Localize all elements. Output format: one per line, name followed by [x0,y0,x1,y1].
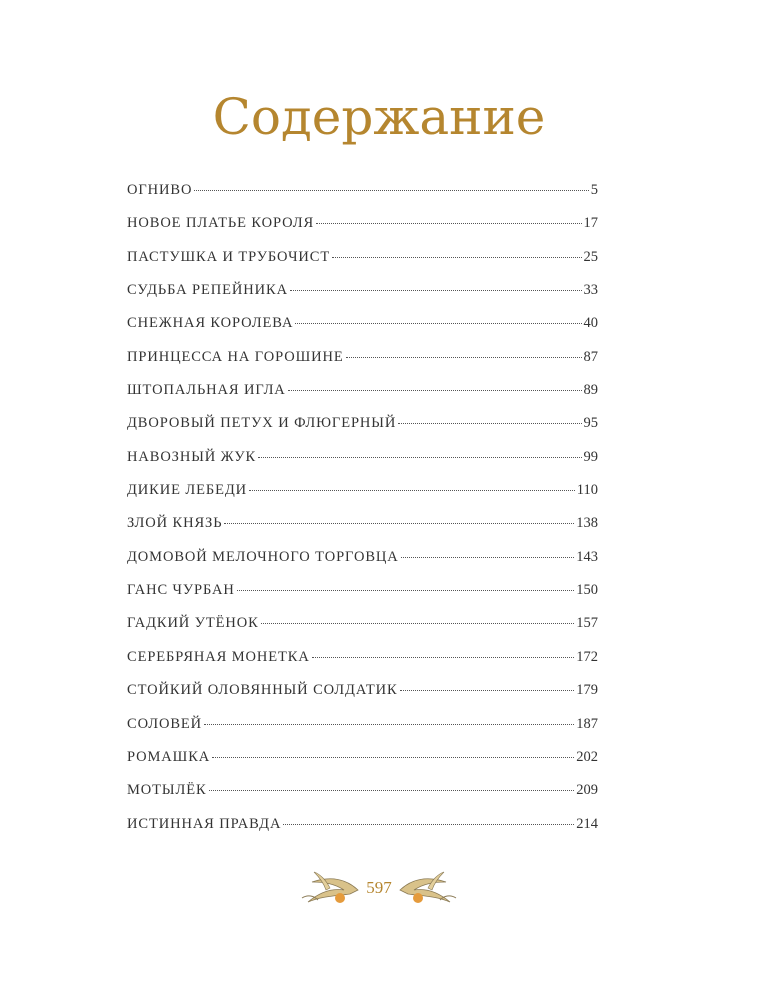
left-ornament-icon [301,871,359,903]
page-title: Содержание [212,88,546,146]
toc-entry-page: 40 [583,315,599,332]
dot-leader [399,690,575,692]
toc-entry[interactable]: ГАНС ЧУРБАН 150 [127,582,598,615]
toc-entry-title: НАВОЗНЫЙ ЖУК [127,448,257,465]
toc-entry-title: СОЛОВЕЙ [127,715,203,732]
toc-entry[interactable]: ПРИНЦЕССА НА ГОРОШИНЕ 87 [127,349,598,382]
toc-entry-page: 95 [583,415,599,432]
dot-leader [258,456,582,458]
toc-entry-title: ЗЛОЙ КНЯЗЬ [127,515,223,532]
toc-entry-page: 157 [576,615,598,632]
toc-entry-title: ПРИНЦЕССА НА ГОРОШИНЕ [127,348,344,365]
toc-entry-page: 172 [576,648,598,665]
toc-entry-title: ИСТИННАЯ ПРАВДА [127,815,282,832]
toc-entry-page: 33 [583,282,599,299]
toc-entry[interactable]: ЗЛОЙ КНЯЗЬ 138 [127,515,598,548]
toc-entry-title: СТОЙКИЙ ОЛОВЯННЫЙ СОЛДАТИК [127,682,398,699]
dot-leader [194,190,589,191]
toc-entry[interactable]: ШТОПАЛЬНАЯ ИГЛА 89 [127,382,598,415]
toc-entry[interactable]: СУДЬБА РЕПЕЙНИКА 33 [127,282,598,315]
toc-entry[interactable]: СЕРЕБРЯНАЯ МОНЕТКА 172 [127,649,598,682]
toc-entry[interactable]: ОГНИВО 5 [127,182,598,215]
dot-leader [204,723,575,725]
toc-entry-page: 214 [576,815,598,832]
dot-leader [249,490,575,492]
toc-entry[interactable]: МОТЫЛЁК 209 [127,782,598,815]
dot-leader [287,390,582,392]
toc-entry-title: СУДЬБА РЕПЕЙНИКА [127,282,288,299]
toc-entry-page: 209 [576,782,598,799]
toc-entry-title: ПАСТУШКА И ТРУБОЧИСТ [127,248,331,265]
toc-entry-title: ОГНИВО [127,182,193,198]
toc-entry-page: 143 [576,548,598,565]
page-footer: 597 [0,868,758,908]
dot-leader [283,823,575,825]
toc-entry-title: СНЕЖНАЯ КОРОЛЕВА [127,315,294,332]
right-ornament-icon [399,871,457,903]
dot-leader [224,523,575,525]
toc-entry-page: 17 [583,215,599,232]
dot-leader [208,790,575,792]
toc-entry[interactable]: ДВОРОВЫЙ ПЕТУХ И ФЛЮГЕРНЫЙ 95 [127,415,598,448]
toc-entry[interactable]: СТОЙКИЙ ОЛОВЯННЫЙ СОЛДАТИК 179 [127,682,598,715]
toc-entry[interactable]: РОМАШКА 202 [127,749,598,782]
toc-entry[interactable]: НАВОЗНЫЙ ЖУК 99 [127,449,598,482]
toc-entry-title: НОВОЕ ПЛАТЬЕ КОРОЛЯ [127,215,315,232]
dot-leader [289,290,582,292]
dot-leader [316,223,582,225]
toc-entry-page: 89 [583,382,599,399]
toc-entry-title: ДВОРОВЫЙ ПЕТУХ И ФЛЮГЕРНЫЙ [127,415,397,432]
toc-entry-page: 187 [576,715,598,732]
toc-entry[interactable]: ДИКИЕ ЛЕБЕДИ 110 [127,482,598,515]
toc-entry-title: ГАНС ЧУРБАН [127,582,235,599]
toc-entry[interactable]: СОЛОВЕЙ 187 [127,716,598,749]
page-number: 597 [366,878,392,897]
toc-entry[interactable]: ГАДКИЙ УТЁНОК 157 [127,615,598,648]
toc-entry[interactable]: ИСТИННАЯ ПРАВДА 214 [127,816,598,849]
toc-entry-page: 138 [576,515,598,532]
table-of-contents: ОГНИВО 5 НОВОЕ ПЛАТЬЕ КОРОЛЯ 17 ПАСТУШКА И Т… [127,182,598,849]
toc-entry-page: 179 [576,682,598,699]
toc-entry-page: 110 [576,482,598,499]
toc-entry-page: 5 [590,182,598,198]
toc-entry-page: 87 [583,348,599,365]
dot-leader [311,656,575,658]
dot-leader [212,756,575,758]
toc-entry[interactable]: ПАСТУШКА И ТРУБОЧИСТ 25 [127,249,598,282]
toc-entry[interactable]: СНЕЖНАЯ КОРОЛЕВА 40 [127,315,598,348]
toc-entry-title: ГАДКИЙ УТЁНОК [127,615,259,632]
toc-entry[interactable]: НОВОЕ ПЛАТЬЕ КОРОЛЯ 17 [127,215,598,248]
toc-entry-page: 150 [576,582,598,599]
toc-entry-title: ШТОПАЛЬНАЯ ИГЛА [127,382,286,399]
dot-leader [295,323,582,325]
toc-entry-page: 25 [583,248,599,265]
dot-leader [260,623,575,625]
dot-leader [400,556,575,558]
dot-leader [345,356,582,358]
toc-entry-title: ДОМОВОЙ МЕЛОЧНОГО ТОРГОВЦА [127,548,399,565]
toc-entry-title: РОМАШКА [127,748,211,765]
toc-entry-title: СЕРЕБРЯНАЯ МОНЕТКА [127,648,310,665]
toc-entry[interactable]: ДОМОВОЙ МЕЛОЧНОГО ТОРГОВЦА 143 [127,549,598,582]
dot-leader [236,590,575,592]
dot-leader [398,423,582,425]
toc-entry-page: 99 [583,448,599,465]
toc-entry-title: ДИКИЕ ЛЕБЕДИ [127,482,248,499]
toc-entry-page: 202 [576,748,598,765]
toc-entry-title: МОТЫЛЁК [127,782,207,799]
dot-leader [332,256,582,258]
